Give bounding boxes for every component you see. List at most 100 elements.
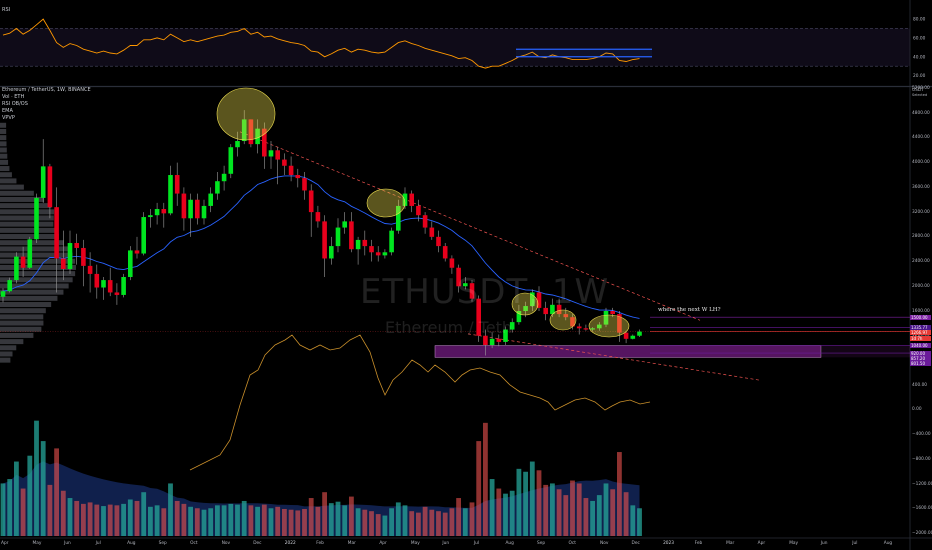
- volume-bar: [449, 508, 455, 536]
- rsi-pane-title: RSI: [2, 7, 11, 13]
- candle-body: [362, 239, 368, 247]
- volume-bar: [416, 512, 421, 536]
- price-badge[interactable]: 1335.77: [910, 324, 931, 330]
- candle-body: [463, 283, 468, 287]
- candle-body: [235, 141, 240, 148]
- candle-body: [134, 250, 140, 254]
- volume-bar: [496, 488, 502, 536]
- candle-body: [27, 239, 33, 268]
- candle-body: [402, 193, 408, 206]
- candle-body: [563, 314, 569, 318]
- candle-body: [556, 304, 562, 315]
- support-zone-extension: [822, 345, 910, 358]
- candle-body: [148, 215, 153, 218]
- rsi-tick-label: 40.00: [913, 54, 926, 60]
- volume-bar: [181, 503, 187, 536]
- volume-bar: [0, 483, 6, 536]
- candle-body: [322, 221, 327, 259]
- candle-body: [114, 292, 120, 295]
- candle-body: [456, 267, 461, 287]
- legend-item-vpvp[interactable]: VPVP: [2, 115, 15, 121]
- price-badge[interactable]: 1d 7h: [910, 335, 931, 341]
- price-axis[interactable]: USDT Selected 5200.00 4800.00 4400.00 4000.00…: [910, 86, 932, 538]
- rsi-tick-label: 20.00: [913, 73, 926, 79]
- time-tick-label: May: [32, 541, 42, 546]
- volume-bar: [201, 509, 207, 536]
- candle-body: [188, 199, 193, 219]
- annotation-text[interactable]: where the next W LH?: [658, 307, 721, 313]
- price-tick-label: 2400.00: [912, 259, 930, 265]
- candle-body: [81, 247, 86, 266]
- volume-bar: [429, 509, 435, 536]
- candle-body: [141, 217, 146, 254]
- volume-bar: [20, 488, 26, 536]
- highlight-ellipse: [366, 188, 406, 218]
- volume-profile-row: [0, 295, 58, 301]
- volume-bar: [47, 484, 53, 536]
- volume-profile-row: [0, 252, 73, 258]
- price-tick-label: −800.00: [912, 456, 931, 462]
- candle-body: [617, 314, 622, 333]
- volume-bar: [456, 498, 461, 536]
- price-tick-label: 1600.00: [912, 308, 930, 314]
- volume-bar: [288, 509, 294, 536]
- price-badge[interactable]: 1040.00: [910, 343, 931, 349]
- volume-bar: [148, 506, 153, 536]
- legend-item-volume[interactable]: Vol · ETH: [2, 94, 25, 100]
- volume-bar: [603, 483, 609, 536]
- candle-body: [597, 324, 602, 329]
- volume-bar: [442, 512, 448, 536]
- volume-bar: [40, 441, 46, 536]
- time-tick-label: Apr: [757, 541, 766, 546]
- volume-bar: [308, 498, 314, 536]
- time-tick-label: Aug: [883, 541, 893, 546]
- volume-bar: [248, 505, 254, 536]
- candle-body: [20, 256, 26, 268]
- volume-bar: [228, 503, 234, 536]
- volume-bar: [221, 505, 227, 536]
- time-axis[interactable]: Apr May Jun Jul Aug Sep Oct Nov Dec 2022 Feb Mar Apr…: [0, 538, 910, 550]
- volume-bar: [295, 510, 301, 536]
- volume-bar: [590, 500, 595, 536]
- volume-bar: [389, 508, 394, 536]
- candle-body: [168, 175, 173, 214]
- volume-profile-row: [0, 277, 73, 283]
- price-badge[interactable]: 920.00: [910, 350, 931, 356]
- legend-item-ema[interactable]: EMA: [2, 108, 13, 114]
- price-badge[interactable]: 801.50: [910, 361, 931, 367]
- volume-bar: [335, 501, 341, 536]
- price-tick-label: −1600.00: [912, 506, 932, 512]
- volume-profile-row: [0, 320, 44, 326]
- volume-profile-row: [0, 147, 7, 153]
- time-tick-label: Jun: [64, 541, 71, 546]
- volume-bar: [637, 508, 642, 536]
- candle-body: [436, 236, 441, 247]
- volume-bar: [610, 489, 616, 536]
- volume-profile-row: [0, 258, 76, 264]
- time-tick-label: Nov: [600, 541, 609, 546]
- candles: [0, 110, 642, 356]
- price-tick-label: 2000.00: [912, 283, 930, 289]
- legend-symbol[interactable]: Ethereum / TetherUS, 1W, BINANCE: [2, 87, 91, 93]
- price-badge[interactable]: 857.20: [910, 355, 931, 361]
- candle-body: [389, 230, 394, 253]
- candle-body: [201, 205, 207, 219]
- price-tick-label: 400.00: [912, 382, 928, 388]
- legend-item-rsi[interactable]: RSI OB/OS: [2, 101, 28, 107]
- price-badge[interactable]: 1266.97: [910, 330, 931, 336]
- candle-body: [275, 150, 280, 160]
- time-tick-label: Jun: [820, 541, 828, 546]
- volume-bar: [570, 480, 575, 536]
- candle-body: [449, 258, 455, 268]
- time-tick-label: Jul: [473, 541, 480, 546]
- volume-bar: [342, 505, 348, 536]
- volume-bar: [255, 506, 260, 536]
- candle-body: [355, 239, 361, 250]
- volume-bar: [194, 508, 200, 536]
- time-tick-label: Oct: [568, 541, 576, 546]
- price-badge[interactable]: 1500.00: [910, 314, 931, 320]
- volume-bar: [67, 498, 73, 536]
- candle-body: [416, 205, 421, 216]
- volume-bar: [275, 506, 281, 536]
